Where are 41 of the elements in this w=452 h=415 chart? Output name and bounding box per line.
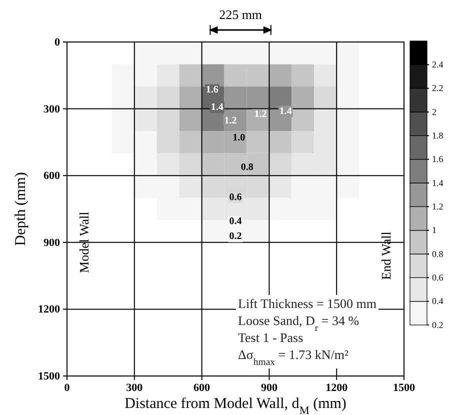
x-tick-label: 0 — [64, 382, 70, 394]
color-bar-label: 2.2 — [432, 83, 444, 94]
text: 225 mm — [219, 7, 262, 22]
annotation: 1.6 — [206, 84, 218, 96]
color-bar-label: 1.2 — [432, 202, 444, 212]
annotation: 1.2 — [224, 115, 237, 126]
color-bar-label: 2.4 — [432, 60, 444, 70]
annotation: 0.6 — [229, 192, 242, 203]
color-bar-label: 2 — [432, 106, 436, 117]
x-tick-label: 600 — [194, 382, 211, 394]
x-tick-label: 1500 — [393, 382, 416, 394]
annotation: Model Wall — [76, 211, 92, 273]
y-tick-label: 1200 — [38, 304, 60, 316]
annotation: 0.2 — [229, 231, 242, 242]
x-axis-title: Distance from Model Wall, d$_{M}$ (mm) — [124, 396, 346, 415]
annotation: 1.0 — [232, 132, 246, 144]
color-bar-label: 0.2 — [432, 320, 444, 330]
color-bar-label: 1.8 — [432, 130, 444, 141]
annotation: 1.2 — [254, 109, 267, 120]
y-tick-label: 0 — [54, 36, 60, 49]
color-bar-label: 0.6 — [432, 272, 444, 283]
color-bar-label: 0.4 — [432, 296, 444, 306]
color-bar-label: 1.6 — [432, 154, 444, 164]
annotation: 1.4 — [210, 102, 224, 114]
annotation: Δσ$_{hmax}$ = 1.73 kN/m² — [238, 347, 348, 368]
annotation: End Wall — [378, 231, 394, 280]
color-bar-label: 0.8 — [432, 248, 444, 259]
x-tick-label: 1200 — [326, 382, 348, 394]
color-bar-label: 1.4 — [432, 178, 444, 188]
annotation: 0.8 — [240, 162, 254, 174]
annotation: 1.4 — [279, 106, 292, 117]
annotation: 0.4 — [229, 216, 242, 228]
x-tick-label: 300 — [126, 382, 144, 394]
y-tick-label: 900 — [44, 236, 60, 249]
y-tick-label: 300 — [44, 103, 60, 116]
y-tick-label: 1500 — [38, 370, 60, 383]
color-bar-label: 1 — [432, 225, 436, 236]
y-axis-title: Depth (mm) — [13, 172, 29, 246]
annotation: Lift Thickness = 1500 mm — [238, 296, 377, 311]
x-tick-label: 900 — [260, 382, 278, 394]
y-tick-label: 600 — [44, 170, 60, 182]
